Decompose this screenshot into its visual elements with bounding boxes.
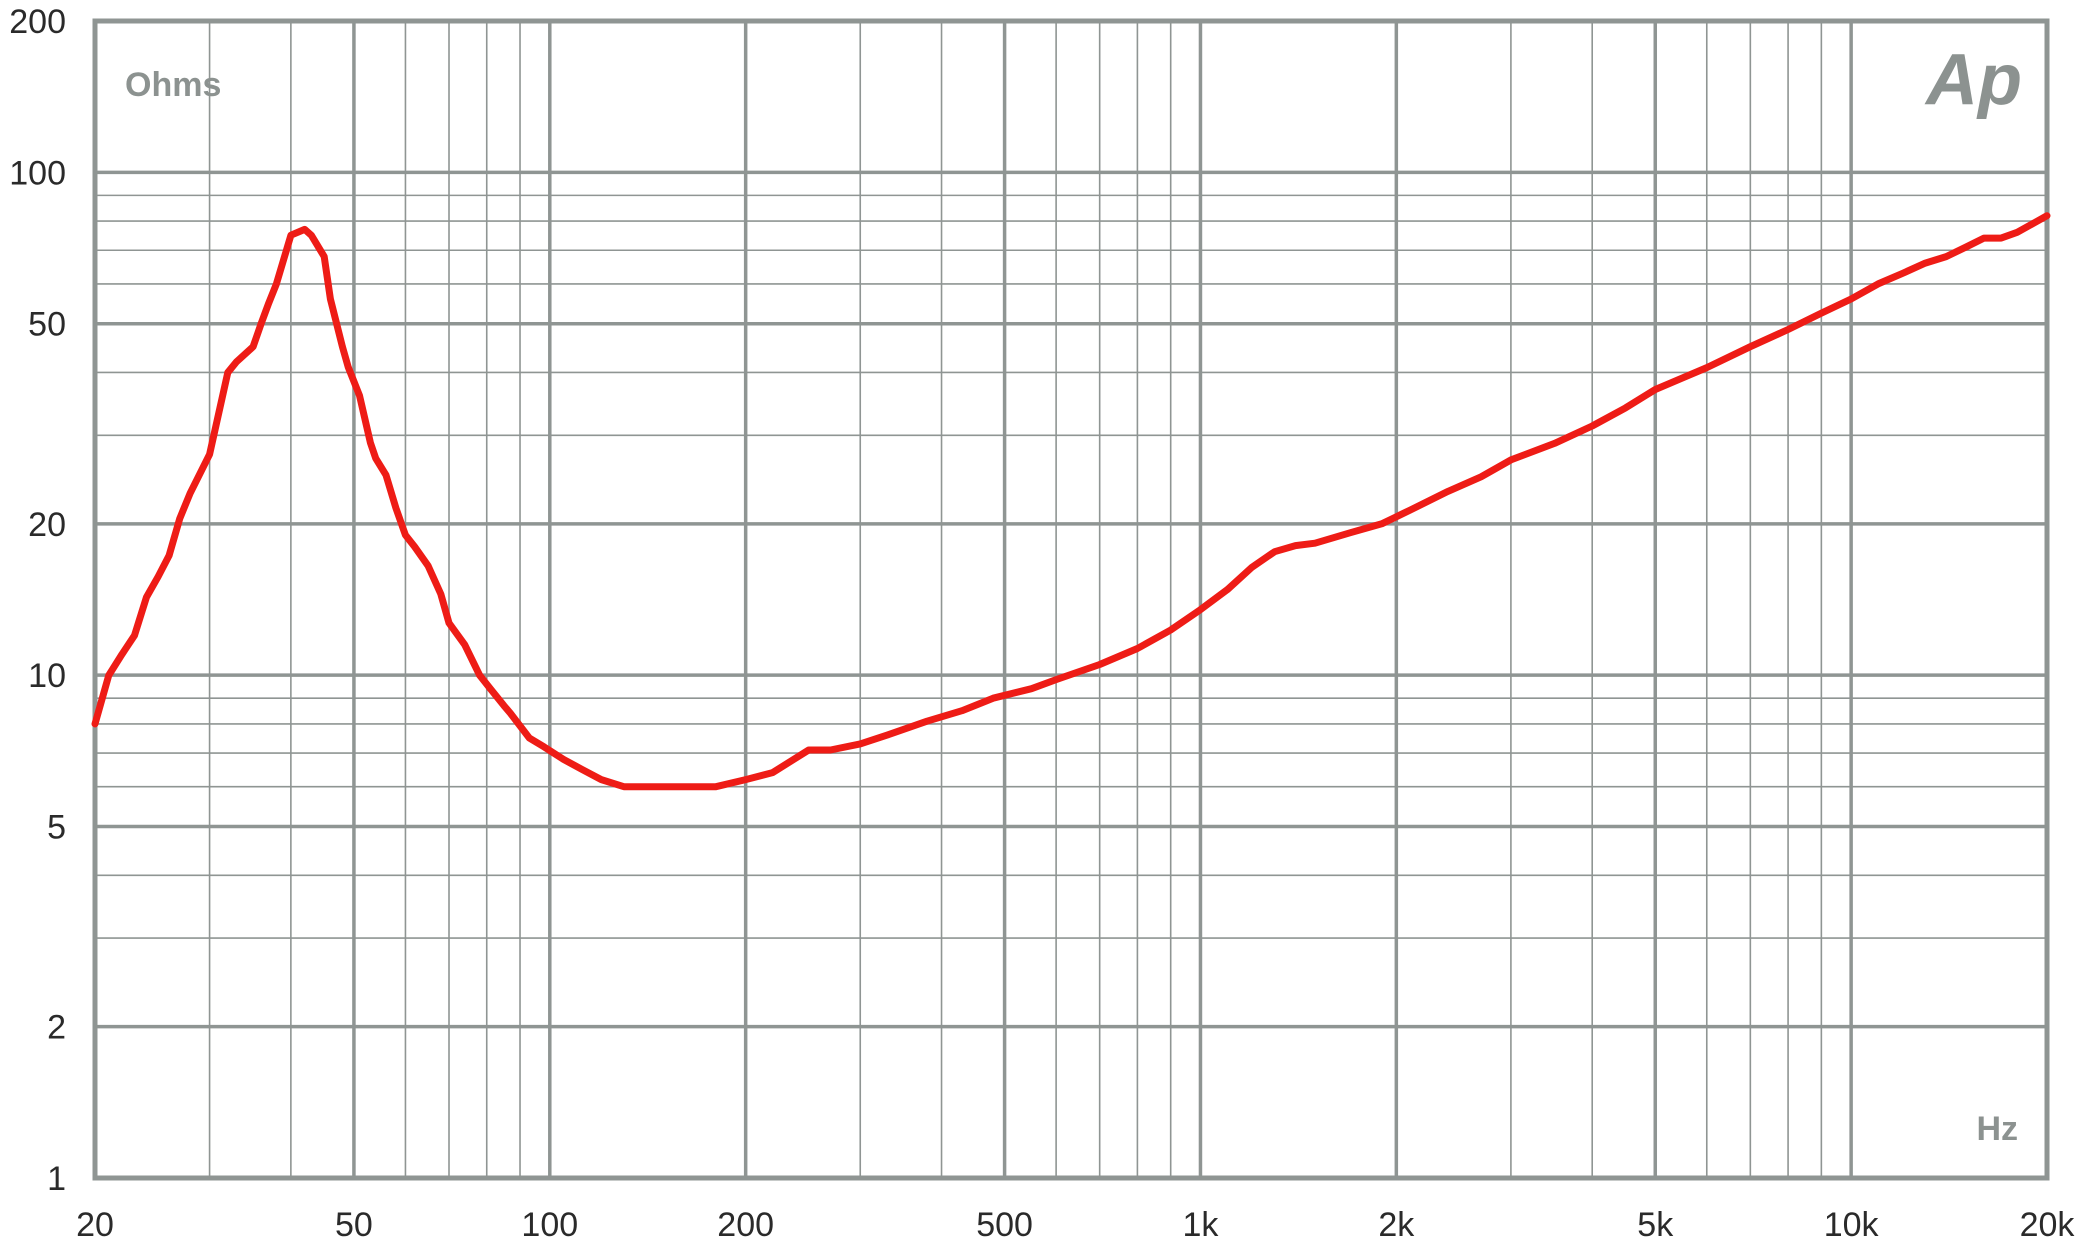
x-tick-label: 5k (1637, 1206, 1674, 1244)
x-tick-label: 200 (717, 1206, 774, 1244)
y-tick-label: 20 (28, 506, 66, 544)
x-tick-label: 2k (1378, 1206, 1415, 1244)
plot-frame (92, 18, 2050, 1181)
x-tick-label: 20 (76, 1206, 114, 1244)
y-tick-label: 50 (28, 306, 66, 344)
x-tick-label: 1k (1183, 1206, 1220, 1244)
x-tick-label: 50 (335, 1206, 373, 1244)
major-grid (93, 19, 2049, 1180)
x-unit-label: Hz (1976, 1110, 2018, 1148)
y-tick-label: 1 (47, 1160, 66, 1198)
y-tick-label: 2 (47, 1009, 66, 1047)
minor-grid (95, 21, 2047, 1178)
ap-logo: Ap (1924, 40, 2022, 120)
impedance-curve (91, 212, 2051, 791)
x-tick-label: 20k (2020, 1206, 2076, 1244)
y-tick-label: 5 (47, 809, 66, 847)
x-axis-tick-labels: 20 50 100 200 500 1k 2k 5k 10k 20k (76, 1206, 2075, 1244)
y-tick-label: 10 (28, 657, 66, 695)
x-tick-label: 100 (521, 1206, 578, 1244)
x-tick-label: 10k (1824, 1206, 1880, 1244)
y-tick-label: 100 (9, 154, 66, 192)
x-tick-label: 500 (976, 1206, 1033, 1244)
series-layer (91, 212, 2051, 791)
y-axis-tick-labels: 1 2 5 10 20 50 100 200 (9, 3, 66, 1198)
y-unit-label: Ohms (125, 66, 221, 104)
y-tick-label: 200 (9, 3, 66, 41)
